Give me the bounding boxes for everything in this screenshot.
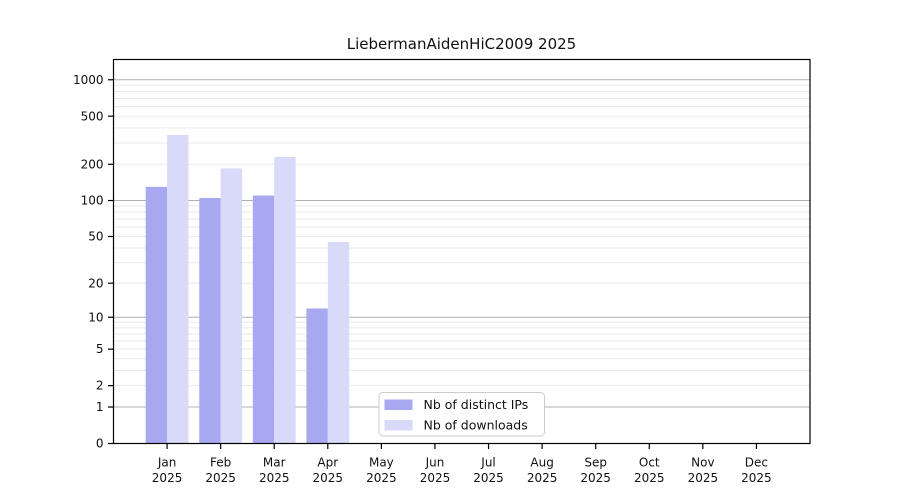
bar-nb-of-distinct-ips-apr-2025 (306, 308, 328, 444)
legend-box (378, 392, 545, 437)
y-tick-label: 5 (96, 342, 104, 356)
legend: Nb of distinct IPs Nb of downloads (378, 392, 545, 437)
y-tick-label: 100 (81, 194, 104, 208)
x-tick-label: Jan 2025 (152, 456, 183, 486)
y-tick-label: 0 (96, 437, 104, 451)
x-tick-label: Dec 2025 (741, 456, 772, 486)
bar-nb-of-downloads-apr-2025 (327, 241, 350, 444)
x-tick-label: Mar 2025 (259, 456, 290, 486)
plot-frame (112, 58, 811, 445)
y-tick-label: 20 (88, 276, 103, 290)
x-tick-label: Jun 2025 (420, 456, 451, 486)
legend-swatch-nb-of-distinct-ips (384, 399, 413, 410)
x-tick-label: Apr 2025 (313, 456, 344, 486)
bar-nb-of-distinct-ips-jan-2025 (145, 186, 168, 444)
bar-nb-of-downloads-mar-2025 (274, 156, 296, 444)
y-tick-label: 200 (81, 157, 104, 171)
y-tick-label: 1 (96, 400, 104, 414)
x-tick-label: Nov 2025 (688, 456, 719, 486)
x-tick-label: Sep 2025 (580, 456, 611, 486)
y-tick-label: 2 (96, 379, 104, 393)
y-tick-label: 1000 (73, 73, 104, 87)
x-tick-label: Jul 2025 (473, 456, 504, 486)
bar-nb-of-distinct-ips-feb-2025 (199, 197, 221, 444)
x-tick-label: May 2025 (366, 456, 397, 486)
legend-label: Nb of downloads (424, 418, 528, 433)
y-tick-label: 10 (88, 310, 103, 324)
x-tick-label: Feb 2025 (205, 456, 236, 486)
legend-swatch-nb-of-downloads (384, 420, 413, 431)
chart-title: LiebermanAidenHiC2009 2025 (346, 35, 577, 53)
bar-nb-of-downloads-feb-2025 (220, 168, 243, 444)
x-tick-label: Aug 2025 (527, 456, 558, 486)
legend-label: Nb of distinct IPs (424, 397, 529, 412)
y-tick-label: 500 (81, 109, 104, 123)
y-tick-label: 50 (88, 230, 103, 244)
bar-nb-of-downloads-jan-2025 (167, 134, 189, 444)
bar-nb-of-distinct-ips-mar-2025 (252, 195, 275, 444)
x-tick-label: Oct 2025 (634, 456, 665, 486)
